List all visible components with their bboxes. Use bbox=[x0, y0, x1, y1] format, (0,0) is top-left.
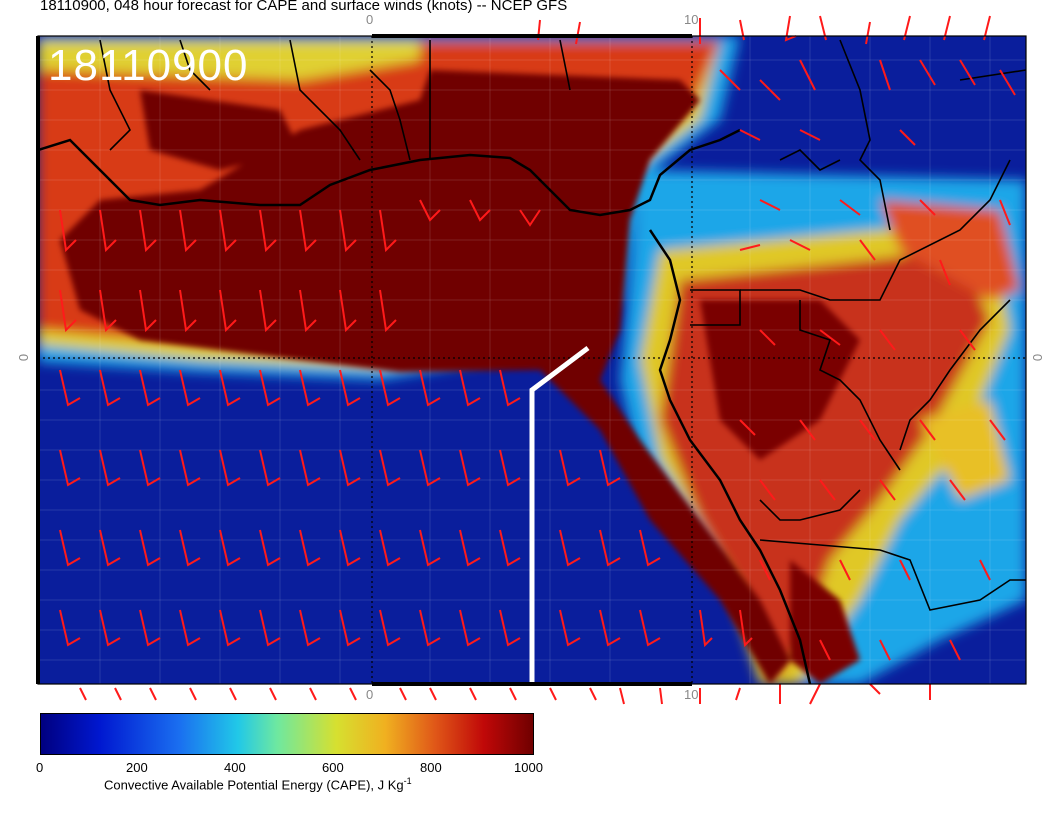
tick-left: 0 bbox=[16, 353, 32, 362]
tick-bottom-left: 0 bbox=[366, 687, 374, 702]
colorbar bbox=[40, 713, 534, 755]
colorbar-label-800: 800 bbox=[420, 760, 442, 775]
tick-right: 0 bbox=[1030, 353, 1046, 362]
date-stamp: 18110900 bbox=[48, 41, 249, 90]
tick-top-left: 0 bbox=[366, 12, 374, 27]
colorbar-label-600: 600 bbox=[322, 760, 344, 775]
cross-section-line bbox=[529, 346, 590, 684]
coastline bbox=[38, 128, 812, 684]
frame-edge-bottom bbox=[372, 682, 692, 686]
colorbar-caption-sup: -1 bbox=[403, 776, 412, 786]
frame-edge-top bbox=[372, 34, 692, 38]
colorbar-label-200: 200 bbox=[126, 760, 148, 775]
country-borders bbox=[99, 39, 1026, 611]
graticule bbox=[38, 36, 1026, 684]
tick-bottom-right: 10 bbox=[684, 687, 699, 702]
tick-top-right: 10 bbox=[684, 12, 699, 27]
frame-edge-left bbox=[36, 36, 40, 684]
chart-title: 18110900, 048 hour forecast for CAPE and… bbox=[40, 0, 568, 14]
colorbar-caption-text: Convective Available Potential Energy (C… bbox=[104, 777, 404, 793]
colorbar-caption: Convective Available Potential Energy (C… bbox=[104, 776, 412, 792]
colorbar-label-1000: 1000 bbox=[514, 760, 543, 775]
grid-lines bbox=[38, 36, 1026, 684]
wind-barbs bbox=[59, 59, 1016, 661]
colorbar-label-400: 400 bbox=[224, 760, 246, 775]
colorbar-label-0: 0 bbox=[36, 760, 44, 775]
